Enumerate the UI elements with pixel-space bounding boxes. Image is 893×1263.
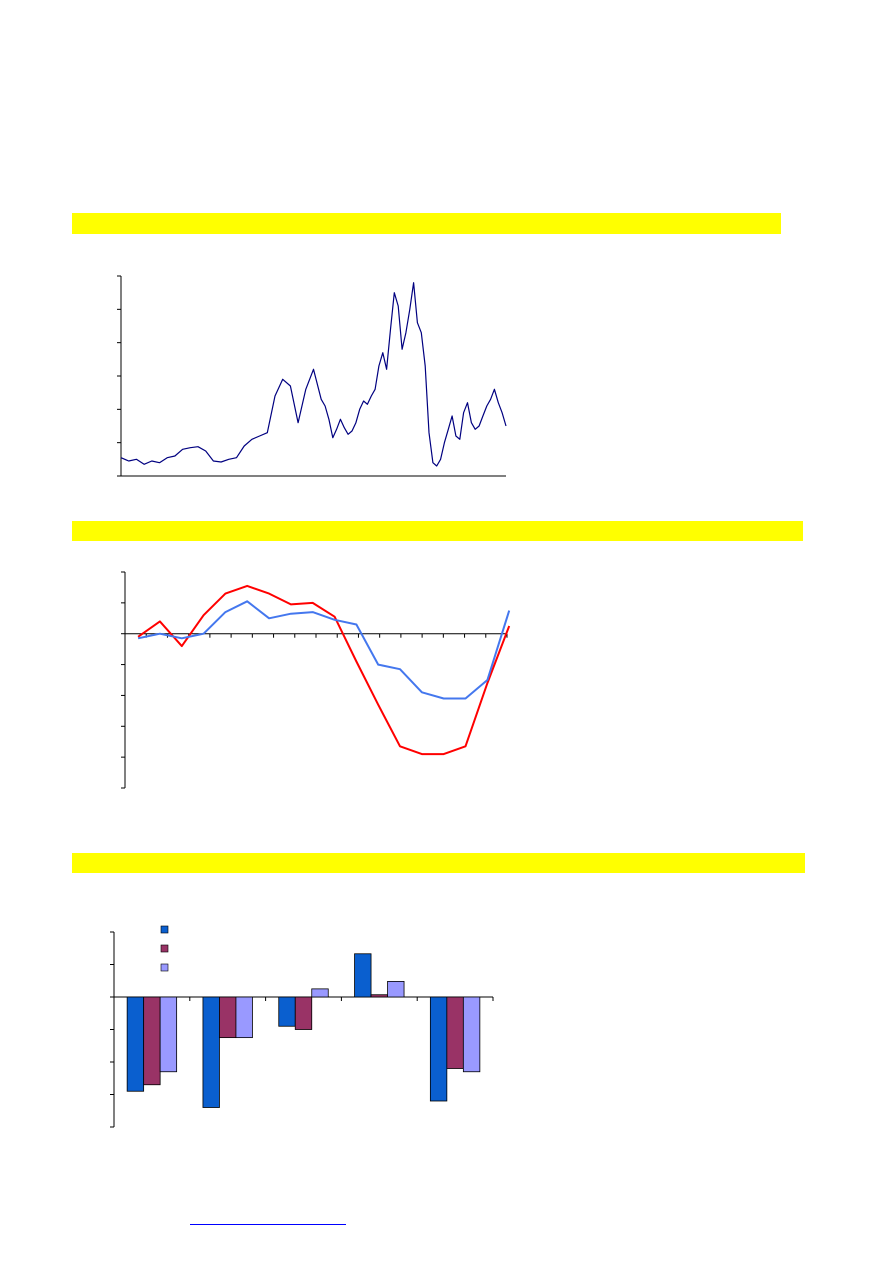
bar-cat-2-series-3 [235, 996, 253, 1039]
series-line-2 [137, 600, 511, 700]
bar-cat-4-series-2 [370, 994, 388, 998]
bar-cat-5-series-1 [429, 996, 448, 1102]
section-1-header-band [72, 213, 781, 234]
bar-cat-3-series-1 [278, 996, 296, 1027]
bar-cat-1-series-2 [143, 996, 161, 1086]
series-line-1 [137, 584, 511, 756]
bar-cat-4-series-1 [354, 953, 372, 998]
bar-cat-1-series-1 [126, 996, 145, 1092]
bar-cat-3-series-2 [294, 996, 313, 1030]
legend-swatch-1 [160, 925, 169, 934]
bar-cat-5-series-2 [446, 996, 464, 1069]
footer-link[interactable] [190, 1208, 346, 1225]
bar-cat-1-series-3 [159, 996, 178, 1073]
bar-cat-5-series-3 [462, 996, 481, 1073]
bar-cat-3-series-3 [311, 988, 329, 998]
legend-swatch-2 [160, 944, 169, 953]
bar-cat-2-series-2 [219, 996, 237, 1039]
section-3-header-band [72, 853, 805, 873]
legend-swatch-3 [160, 963, 169, 972]
section-2-header-band [72, 521, 803, 541]
bar-cat-4-series-3 [387, 981, 405, 998]
series-line-1 [120, 282, 507, 467]
bar-cat-2-series-1 [202, 996, 220, 1108]
